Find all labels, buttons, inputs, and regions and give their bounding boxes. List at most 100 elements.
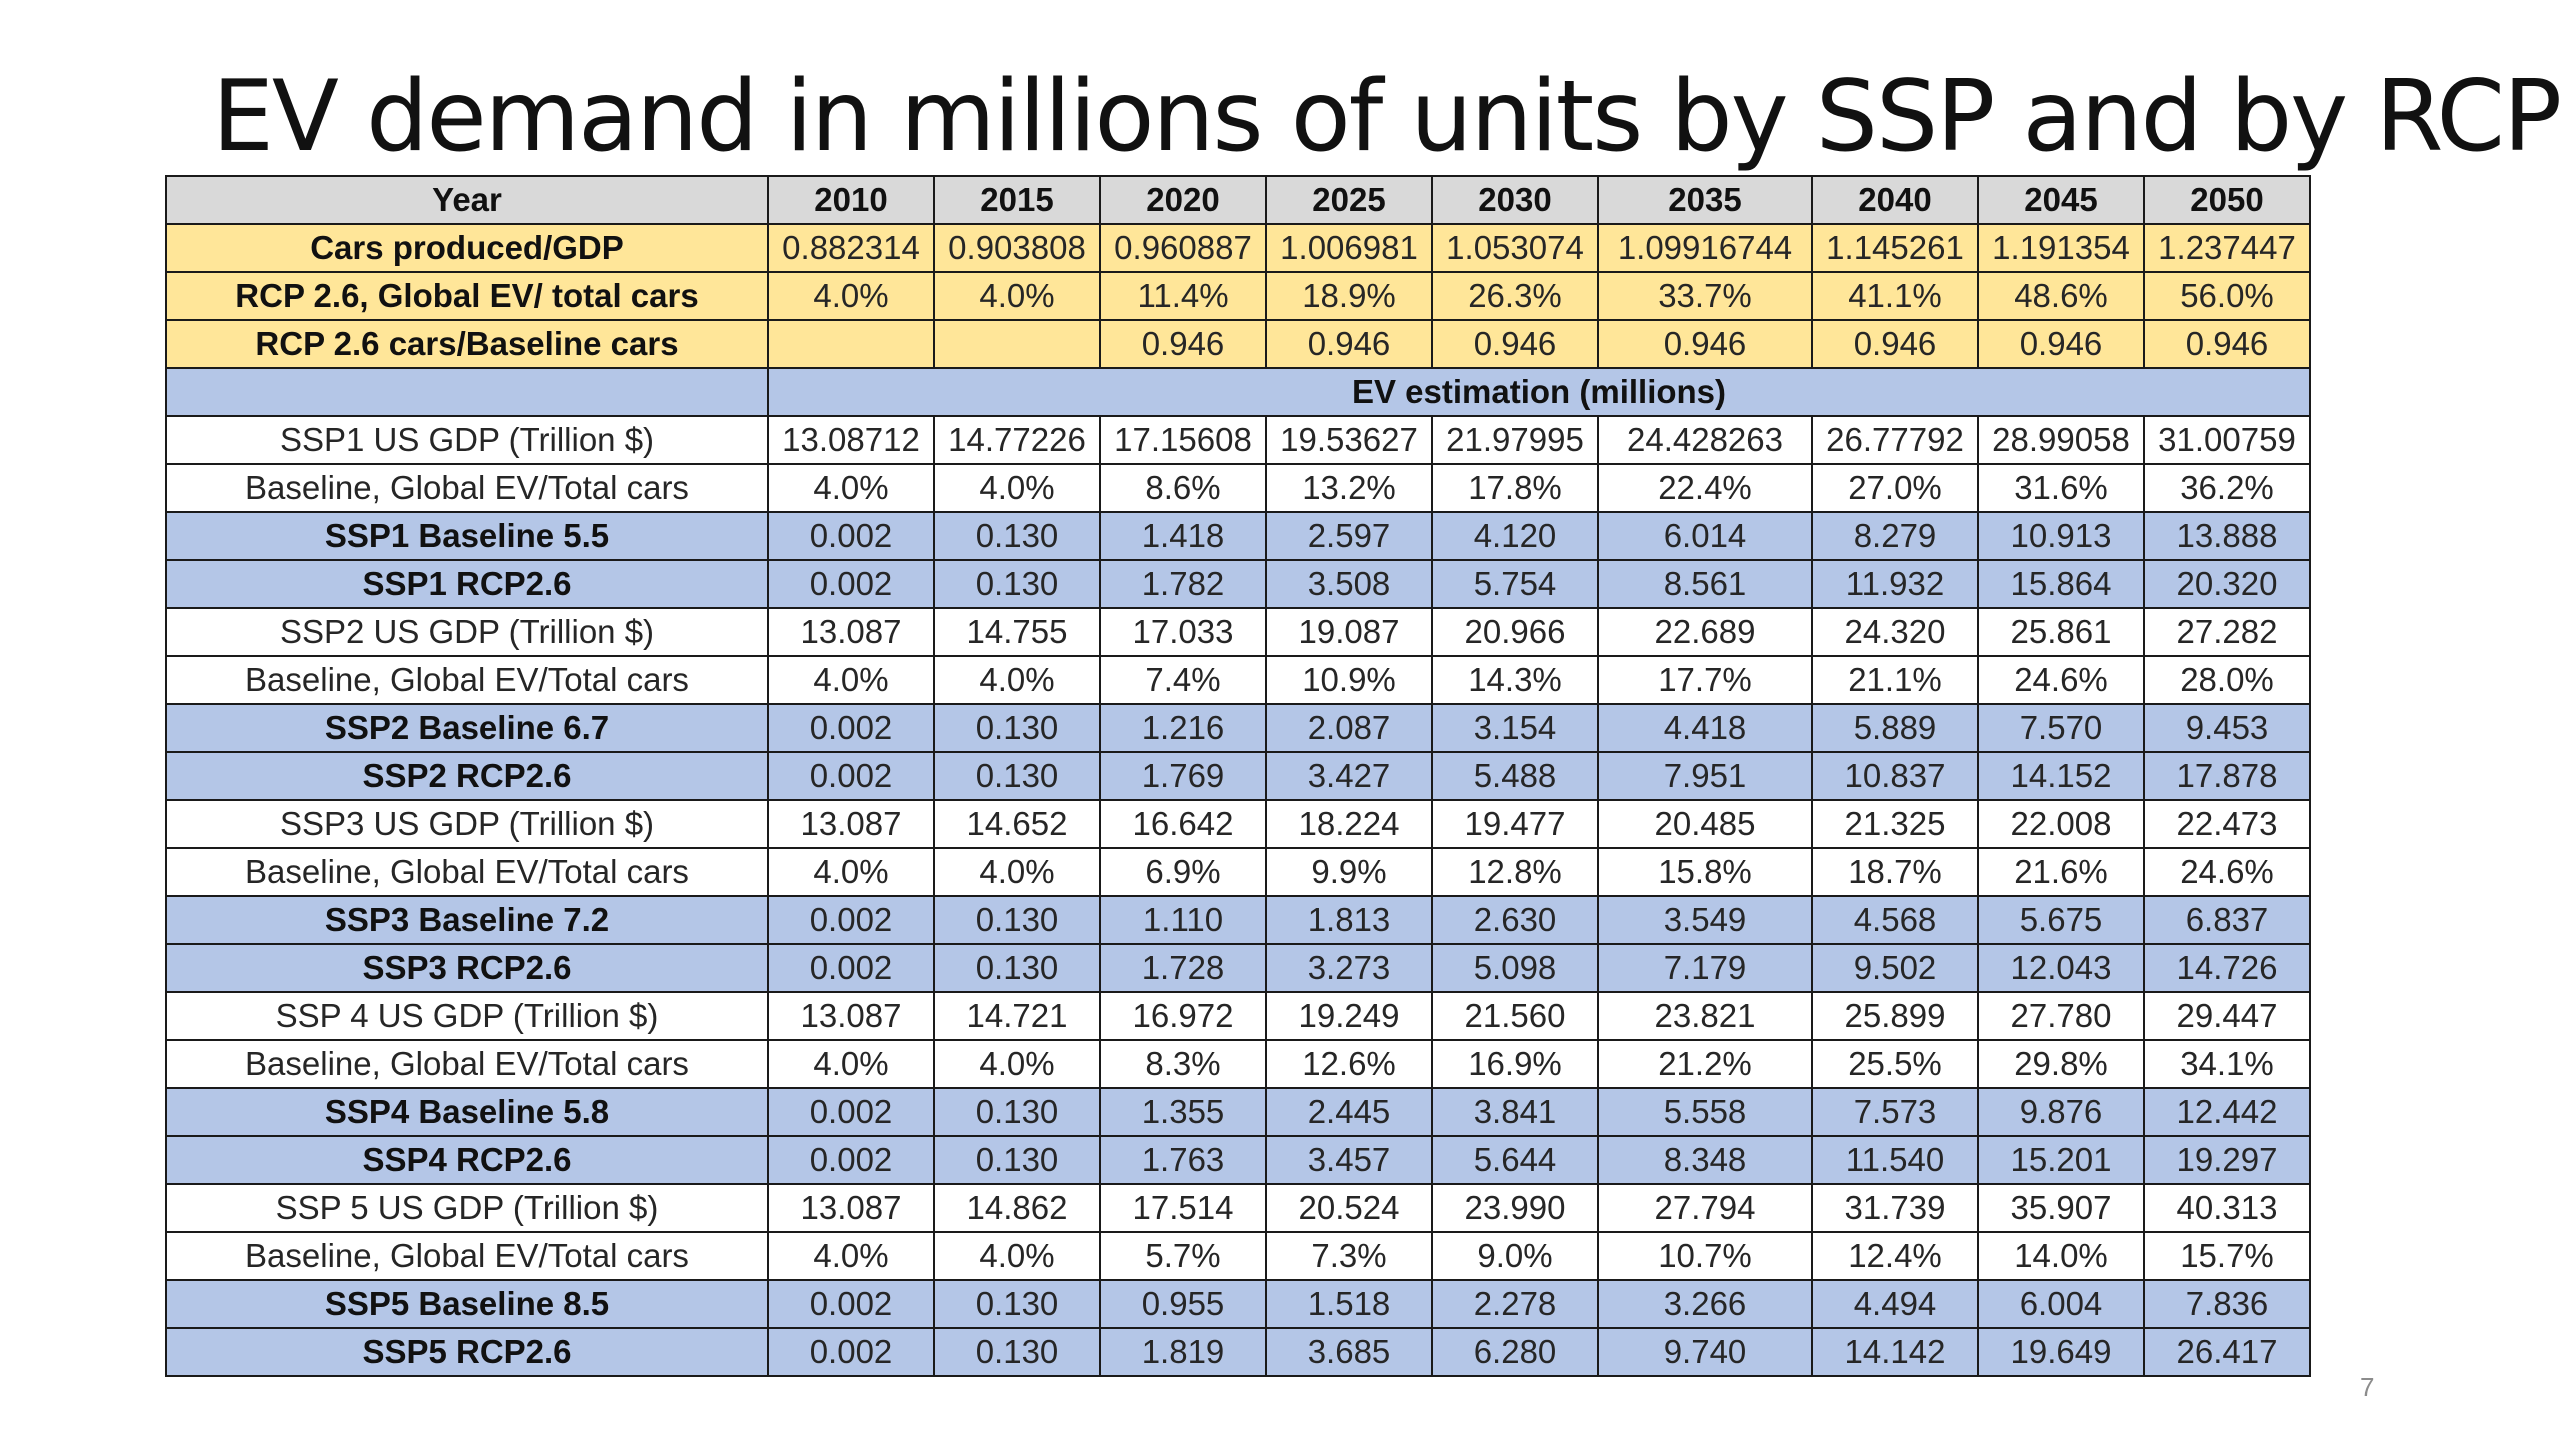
value-cell: 0.002	[767, 1135, 935, 1185]
value-cell: 0.130	[933, 511, 1101, 561]
value-cell: 6.280	[1431, 1327, 1599, 1377]
value-cell: 12.6%	[1265, 1039, 1433, 1089]
value-cell: 14.721	[933, 991, 1101, 1041]
value-cell: 5.675	[1977, 895, 2145, 945]
page-number: 7	[2360, 1372, 2375, 1402]
value-cell: 4.0%	[767, 1231, 935, 1281]
year-header-cell: 2035	[1597, 175, 1813, 225]
value-cell: 0.130	[933, 1135, 1101, 1185]
value-cell: 22.008	[1977, 799, 2145, 849]
value-cell: 7.836	[2143, 1279, 2311, 1329]
ev-share-row: Baseline, Global EV/Total cars 4.0% 4.0% 6.…	[165, 847, 2311, 897]
value-cell: 11.540	[1811, 1135, 1979, 1185]
value-cell: 5.7%	[1099, 1231, 1267, 1281]
row-label-cell: Cars produced/GDP	[165, 223, 769, 273]
value-cell: 13.2%	[1265, 463, 1433, 513]
value-cell: 2.445	[1265, 1087, 1433, 1137]
value-cell: 14.142	[1811, 1327, 1979, 1377]
value-cell: 17.7%	[1597, 655, 1813, 705]
value-cell: 13.888	[2143, 511, 2311, 561]
value-cell: 0.946	[1977, 319, 2145, 369]
row-label-cell: SSP 4 US GDP (Trillion $)	[165, 991, 769, 1041]
row-label-cell: Baseline, Global EV/Total cars	[165, 847, 769, 897]
value-cell: 19.087	[1265, 607, 1433, 657]
gdp-row: SSP 4 US GDP (Trillion $) 13.087 14.721 16.…	[165, 991, 2311, 1041]
value-cell: 26.417	[2143, 1327, 2311, 1377]
value-cell: 0.130	[933, 943, 1101, 993]
value-cell: 5.889	[1811, 703, 1979, 753]
value-cell: 1.782	[1099, 559, 1267, 609]
value-cell: 24.6%	[2143, 847, 2311, 897]
value-cell: 8.6%	[1099, 463, 1267, 513]
row-label-cell: RCP 2.6, Global EV/ total cars	[165, 271, 769, 321]
value-cell: 1.518	[1265, 1279, 1433, 1329]
row-label-cell: SSP5 Baseline 8.5	[165, 1279, 769, 1329]
row-label-cell: SSP5 RCP2.6	[165, 1327, 769, 1377]
value-cell: 14.652	[933, 799, 1101, 849]
value-cell: 9.876	[1977, 1087, 2145, 1137]
value-cell: 35.907	[1977, 1183, 2145, 1233]
baseline-row: SSP3 Baseline 7.2 0.002 0.130 1.110 1.813 2.6…	[165, 895, 2311, 945]
gdp-row: SSP1 US GDP (Trillion $) 13.08712 14.77226…	[165, 415, 2311, 465]
value-cell: 21.2%	[1597, 1039, 1813, 1089]
value-cell: 1.006981	[1265, 223, 1433, 273]
value-cell: 0.002	[767, 895, 935, 945]
row-label-cell: SSP3 Baseline 7.2	[165, 895, 769, 945]
row-label-cell: SSP2 Baseline 6.7	[165, 703, 769, 753]
value-cell: 34.1%	[2143, 1039, 2311, 1089]
value-cell: 2.630	[1431, 895, 1599, 945]
value-cell: 20.524	[1265, 1183, 1433, 1233]
value-cell: 13.087	[767, 607, 935, 657]
ev-demand-table: Year 2010 2015 2020 2025 2030 2035 2040 2045 2050…	[165, 175, 2311, 1377]
value-cell: 11.4%	[1099, 271, 1267, 321]
value-cell: 1.418	[1099, 511, 1267, 561]
baseline-row: SSP2 Baseline 6.7 0.002 0.130 1.216 2.087 3.1…	[165, 703, 2311, 753]
rcp-row: SSP2 RCP2.6 0.002 0.130 1.769 3.427 5.488 7.95…	[165, 751, 2311, 801]
value-cell: 17.8%	[1431, 463, 1599, 513]
value-cell: 6.004	[1977, 1279, 2145, 1329]
value-cell: 2.597	[1265, 511, 1433, 561]
row-label-cell: SSP2 US GDP (Trillion $)	[165, 607, 769, 657]
value-cell: 4.0%	[933, 463, 1101, 513]
value-cell: 29.447	[2143, 991, 2311, 1041]
value-cell: 19.249	[1265, 991, 1433, 1041]
value-cell: 33.7%	[1597, 271, 1813, 321]
row-label-cell: Baseline, Global EV/Total cars	[165, 1039, 769, 1089]
value-cell: 0.130	[933, 703, 1101, 753]
value-cell: 31.739	[1811, 1183, 1979, 1233]
value-cell: 0.002	[767, 703, 935, 753]
value-cell: 25.899	[1811, 991, 1979, 1041]
baseline-row: SSP5 Baseline 8.5 0.002 0.130 0.955 1.518 2.2…	[165, 1279, 2311, 1329]
row-label-cell: SSP1 Baseline 5.5	[165, 511, 769, 561]
value-cell: 4.120	[1431, 511, 1599, 561]
value-cell: 18.7%	[1811, 847, 1979, 897]
value-cell: 7.570	[1977, 703, 2145, 753]
value-cell: 14.3%	[1431, 655, 1599, 705]
value-cell: 17.033	[1099, 607, 1267, 657]
value-cell: 31.6%	[1977, 463, 2145, 513]
value-cell: 9.453	[2143, 703, 2311, 753]
value-cell: 12.8%	[1431, 847, 1599, 897]
value-cell: 16.642	[1099, 799, 1267, 849]
value-cell: 2.278	[1431, 1279, 1599, 1329]
value-cell: 31.00759	[2143, 415, 2311, 465]
row-label-cell: SSP3 RCP2.6	[165, 943, 769, 993]
row-label-cell: SSP2 RCP2.6	[165, 751, 769, 801]
value-cell: 1.355	[1099, 1087, 1267, 1137]
value-cell: 1.053074	[1431, 223, 1599, 273]
row-label-cell: Baseline, Global EV/Total cars	[165, 655, 769, 705]
value-cell: 1.819	[1099, 1327, 1267, 1377]
value-cell: 48.6%	[1977, 271, 2145, 321]
value-cell: 4.0%	[767, 1039, 935, 1089]
value-cell: 4.0%	[767, 655, 935, 705]
gdp-row: SSP3 US GDP (Trillion $) 13.087 14.652 16.6…	[165, 799, 2311, 849]
value-cell: 9.9%	[1265, 847, 1433, 897]
baseline-row: SSP1 Baseline 5.5 0.002 0.130 1.418 2.597 4.1…	[165, 511, 2311, 561]
section-row: EV estimation (millions)	[165, 367, 2311, 417]
value-cell: 0.946	[1597, 319, 1813, 369]
gdp-row: SSP 5 US GDP (Trillion $) 13.087 14.862 17.…	[165, 1183, 2311, 1233]
year-header-cell: 2045	[1977, 175, 2145, 225]
value-cell: 8.279	[1811, 511, 1979, 561]
value-cell: 5.754	[1431, 559, 1599, 609]
value-cell: 4.0%	[767, 463, 935, 513]
